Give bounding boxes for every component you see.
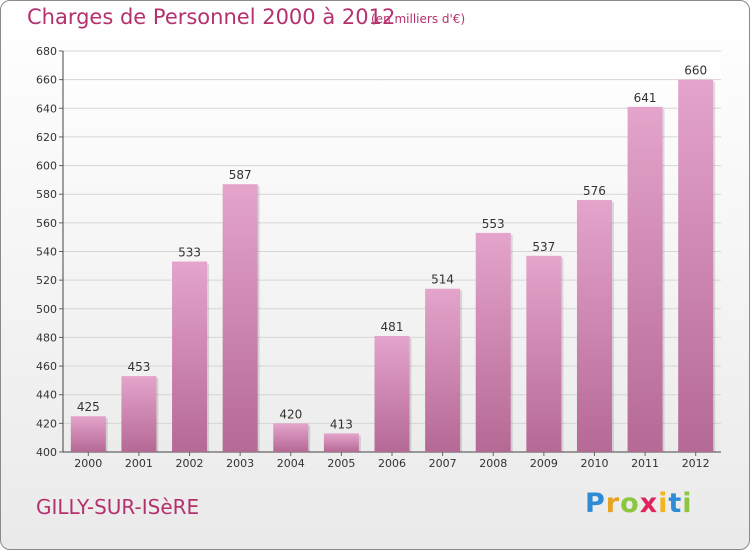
data-label: 425 [77, 400, 100, 414]
data-label: 533 [178, 246, 201, 260]
data-label: 537 [532, 240, 555, 254]
x-tick-label: 2008 [479, 457, 507, 470]
logo-letter: x [639, 488, 659, 519]
data-label: 413 [330, 417, 353, 431]
x-tick-label: 2004 [277, 457, 305, 470]
proxiti-logo[interactable]: Proxiti [585, 488, 693, 519]
logo-letter: o [620, 488, 640, 519]
y-tick-label: 600 [36, 160, 57, 173]
bar [678, 79, 714, 453]
y-tick-label: 480 [36, 331, 57, 344]
bar [121, 376, 157, 452]
x-tick-label: 2006 [378, 457, 406, 470]
y-tick-label: 620 [36, 131, 57, 144]
data-label: 660 [684, 64, 707, 78]
x-tick-label: 2011 [631, 457, 659, 470]
bar [222, 184, 258, 453]
chart-subtitle: (en milliers d'€) [371, 12, 466, 26]
chart-title: Charges de Personnel 2000 à 2012 [27, 5, 396, 29]
data-label: 553 [482, 217, 505, 231]
x-tick-label: 2010 [580, 457, 608, 470]
bar [374, 335, 410, 452]
bar [526, 255, 562, 452]
y-tick-label: 460 [36, 360, 57, 373]
x-tick-label: 2001 [125, 457, 153, 470]
logo-letter: r [605, 488, 621, 519]
y-tick-label: 520 [36, 274, 57, 287]
x-tick-label: 2012 [682, 457, 710, 470]
data-label: 641 [634, 91, 657, 105]
y-tick-label: 500 [36, 303, 57, 316]
logo-letter: P [585, 488, 606, 519]
data-label: 481 [381, 320, 404, 334]
data-label: 453 [127, 360, 150, 374]
x-tick-label: 2002 [176, 457, 204, 470]
data-label: 514 [431, 273, 454, 287]
x-tick-label: 2007 [429, 457, 457, 470]
logo-letter: i [682, 488, 693, 519]
bar [273, 423, 309, 452]
logo-letter: i [658, 488, 669, 519]
data-label: 587 [229, 168, 252, 182]
bar [475, 232, 511, 452]
bar [172, 261, 208, 452]
y-tick-label: 680 [36, 45, 57, 58]
x-tick-label: 2005 [327, 457, 355, 470]
y-tick-label: 580 [36, 188, 57, 201]
data-label: 576 [583, 184, 606, 198]
bar [576, 199, 612, 452]
bar [323, 433, 359, 452]
y-tick-label: 640 [36, 102, 57, 115]
city-name: GILLY-SUR-ISèRE [36, 495, 200, 519]
y-tick-label: 660 [36, 74, 57, 87]
x-tick-label: 2009 [530, 457, 558, 470]
y-tick-label: 440 [36, 389, 57, 402]
data-label: 420 [279, 407, 302, 421]
y-tick-label: 560 [36, 217, 57, 230]
bar [627, 106, 663, 452]
y-tick-label: 540 [36, 246, 57, 259]
bar [70, 416, 106, 452]
x-tick-label: 2003 [226, 457, 254, 470]
logo-letter: t [668, 488, 683, 519]
y-tick-label: 420 [36, 417, 57, 430]
y-tick-label: 400 [36, 446, 57, 459]
bar [425, 288, 461, 452]
x-tick-label: 2000 [74, 457, 102, 470]
